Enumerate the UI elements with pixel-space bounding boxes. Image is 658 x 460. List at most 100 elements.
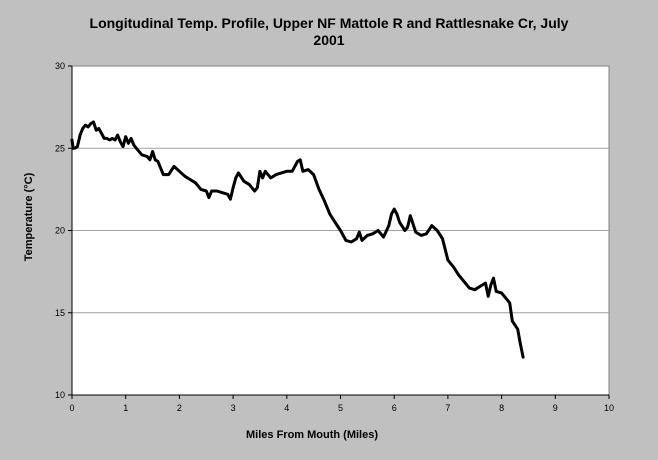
data-point [360, 239, 364, 242]
data-point [248, 183, 251, 186]
data-point [519, 342, 522, 346]
x-tick-label: 7 [445, 403, 450, 413]
data-point [178, 170, 181, 173]
data-point [210, 189, 213, 193]
data-point [162, 173, 165, 176]
data-point [291, 170, 294, 173]
y-tick-label: 25 [55, 143, 65, 153]
y-tick-label: 20 [55, 226, 65, 236]
data-point [328, 212, 331, 216]
data-point [323, 199, 326, 203]
data-point [132, 143, 135, 147]
data-point [487, 295, 490, 298]
data-point [121, 145, 125, 148]
data-point [151, 150, 154, 153]
data-point [371, 232, 374, 235]
y-tick-label: 10 [55, 390, 65, 400]
data-point [146, 155, 149, 158]
data-point [358, 230, 361, 234]
data-point [100, 132, 103, 135]
data-point [414, 230, 417, 234]
data-point [258, 170, 262, 173]
data-point [78, 133, 82, 137]
data-point [84, 124, 87, 127]
data-point [521, 356, 525, 359]
data-point [140, 153, 143, 156]
data-point [430, 224, 433, 227]
data-point [344, 239, 348, 242]
data-point [242, 180, 245, 183]
data-point [390, 212, 393, 216]
data-point [495, 290, 498, 293]
data-point [457, 273, 460, 277]
data-point [229, 198, 232, 201]
x-tick-label: 9 [553, 403, 558, 413]
data-point [221, 191, 224, 194]
data-point [296, 160, 299, 163]
y-axis-ticks: 10 15 20 25 30 [55, 61, 72, 400]
data-point [452, 265, 455, 268]
data-point [355, 237, 358, 240]
data-point [473, 288, 476, 291]
data-point [505, 298, 509, 301]
data-point [113, 138, 117, 142]
data-point [188, 178, 192, 181]
data-point [76, 145, 79, 148]
chart-title-line1: Longitudinal Temp. Profile, Upper NF Mat… [90, 15, 569, 31]
data-point [108, 138, 111, 142]
data-point [81, 127, 84, 130]
data-point [194, 181, 197, 184]
data-point [462, 280, 466, 283]
data-point [307, 168, 310, 171]
data-point [511, 319, 514, 323]
chart-title-line2: 2001 [313, 32, 344, 48]
x-tick-label: 8 [499, 403, 504, 413]
data-point [264, 170, 267, 173]
x-tick-label: 6 [392, 403, 397, 413]
data-point [339, 229, 342, 232]
data-point [301, 170, 305, 173]
x-tick-label: 1 [123, 403, 128, 413]
data-point [234, 176, 237, 180]
data-point [135, 147, 138, 150]
data-point [92, 120, 95, 124]
data-point [425, 232, 428, 235]
data-point [312, 173, 315, 176]
data-point [231, 186, 235, 189]
data-point [468, 286, 471, 290]
data-point [449, 262, 452, 265]
data-point [403, 229, 407, 232]
data-point [376, 229, 380, 232]
data-point [119, 140, 122, 143]
data-point [478, 285, 482, 288]
data-point [285, 170, 288, 173]
data-point [280, 171, 283, 175]
data-point [103, 137, 106, 140]
data-point [124, 135, 127, 138]
data-point [256, 186, 259, 189]
data-point [441, 237, 444, 240]
data-point [436, 229, 439, 232]
y-axis-title: Temperature (°C) [23, 172, 35, 261]
data-point [492, 277, 495, 280]
data-point [89, 122, 93, 125]
data-point [237, 171, 240, 175]
data-point [409, 214, 412, 217]
data-point [111, 137, 114, 140]
data-point [508, 301, 511, 305]
data-point [393, 207, 396, 211]
data-point [484, 281, 487, 285]
y-tick-label: 30 [55, 61, 65, 71]
data-point [199, 188, 203, 191]
data-point [207, 196, 211, 199]
data-point [366, 234, 369, 237]
data-point [172, 165, 176, 168]
data-point [395, 212, 399, 216]
data-point [156, 160, 160, 163]
data-point [183, 175, 186, 178]
data-point [269, 176, 272, 180]
data-point [387, 224, 390, 227]
data-point [350, 240, 353, 244]
